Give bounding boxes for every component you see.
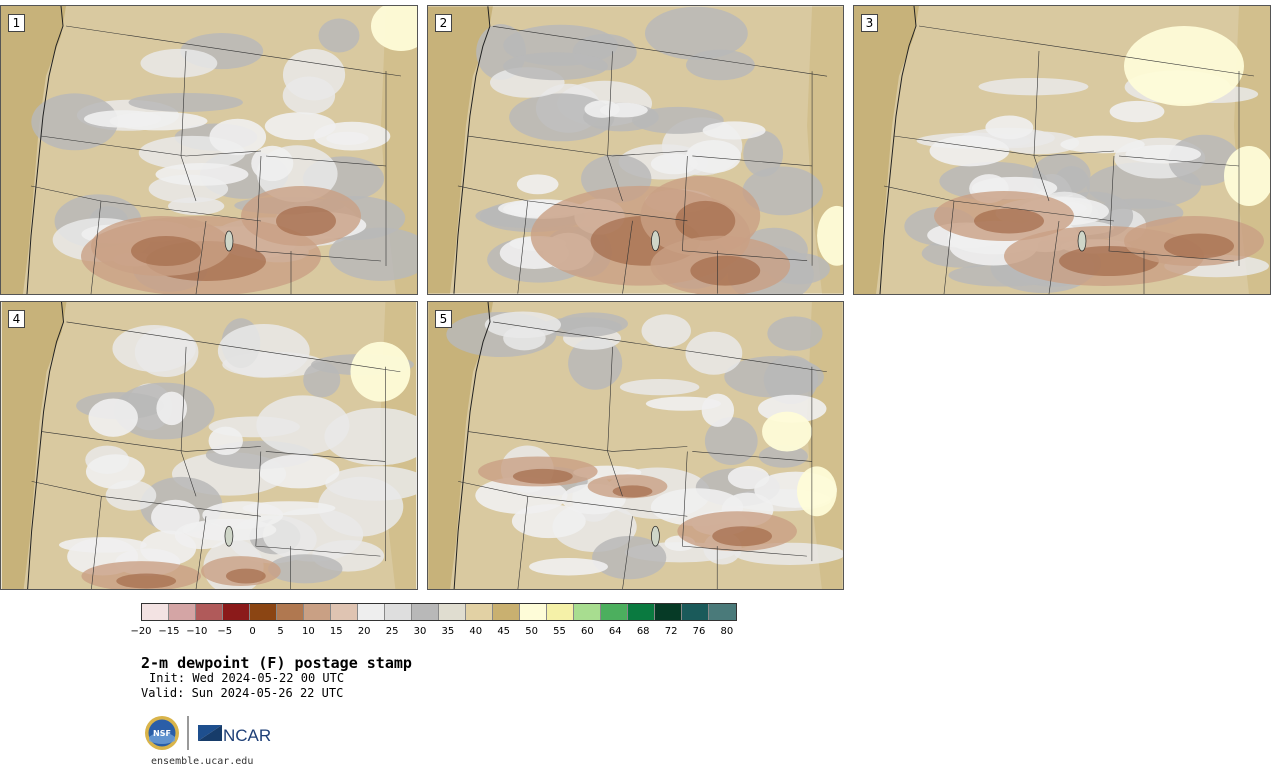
colorbar-swatch <box>142 604 169 620</box>
colorbar-tick-label: −15 <box>158 626 180 637</box>
colorbar-tick-label: 76 <box>692 626 706 637</box>
map-panel-3: 3 <box>853 5 1271 295</box>
init-time: Init: Wed 2024-05-22 00 UTC <box>149 671 345 685</box>
colorbar-ticks: −20 −15 −10 −5 0 5 10 15 20 25 30 35 40 45 50 55 60 64 68 7… <box>130 626 781 640</box>
colorbar-tick-label: 68 <box>636 626 650 637</box>
colorbar-tick-label: −20 <box>130 626 152 637</box>
map-panel-2: 2 <box>427 5 844 295</box>
map-2 <box>428 6 843 294</box>
sponsor-logos: NSF NCAR <box>144 713 274 753</box>
colorbar-swatch <box>223 604 250 620</box>
panel-label-2: 2 <box>435 14 452 32</box>
colorbar-tick-label: 35 <box>441 626 455 637</box>
panel-label-4: 4 <box>8 310 25 328</box>
ncar-logo: NCAR <box>198 725 271 745</box>
svg-text:NSF: NSF <box>153 729 171 738</box>
colorbar-tick-label: −10 <box>186 626 208 637</box>
colorbar-swatch <box>358 604 385 620</box>
colorbar-tick-label: 40 <box>469 626 483 637</box>
colorbar-tick-label: 60 <box>581 626 594 637</box>
colorbar-tick-label: 72 <box>664 626 678 637</box>
colorbar-tick-label: 0 <box>249 626 256 637</box>
colorbar-swatch <box>493 604 520 620</box>
colorbar-tick-label: 25 <box>385 626 399 637</box>
nsf-logo: NSF <box>145 716 179 750</box>
colorbar-swatch <box>709 604 736 620</box>
valid-time: Valid: Sun 2024-05-26 22 UTC <box>141 686 344 700</box>
map-4 <box>1 302 417 589</box>
colorbar-swatch <box>682 604 709 620</box>
colorbar-swatch <box>250 604 277 620</box>
map-5 <box>428 302 843 589</box>
map-1 <box>1 6 417 294</box>
colorbar-swatch <box>520 604 547 620</box>
colorbar-tick-label: 80 <box>720 626 734 637</box>
colorbar-tick-label: 20 <box>357 626 371 637</box>
colorbar-swatch <box>466 604 493 620</box>
colorbar-tick-label: −5 <box>217 626 233 637</box>
colorbar-tick-label: 45 <box>497 626 511 637</box>
colorbar-swatch <box>628 604 655 620</box>
map-panel-5: 5 <box>427 301 844 590</box>
colorbar-tick-label: 55 <box>553 626 566 637</box>
colorbar-tick-label: 30 <box>413 626 427 637</box>
colorbar-tick-label: 50 <box>525 626 538 637</box>
colorbar-swatch <box>196 604 223 620</box>
colorbar-swatch <box>304 604 331 620</box>
panel-label-3: 3 <box>861 14 878 32</box>
map-3 <box>854 6 1270 294</box>
colorbar-swatch <box>169 604 196 620</box>
colorbar-tick-label: 5 <box>277 626 284 637</box>
colorbar-tick-label: 15 <box>329 626 343 637</box>
svg-text:NCAR: NCAR <box>223 726 271 745</box>
website-url: ensemble.ucar.edu <box>151 756 254 767</box>
colorbar-swatch <box>277 604 304 620</box>
colorbar-swatch <box>601 604 628 620</box>
colorbar-swatch <box>655 604 682 620</box>
map-panel-1: 1 <box>0 5 418 295</box>
colorbar <box>141 603 737 621</box>
colorbar-tick-label: 10 <box>302 626 315 637</box>
map-panel-4: 4 <box>0 301 418 590</box>
colorbar-swatch <box>331 604 358 620</box>
colorbar-swatch <box>439 604 466 620</box>
panel-label-5: 5 <box>435 310 452 328</box>
colorbar-swatch <box>547 604 574 620</box>
colorbar-swatch <box>574 604 601 620</box>
colorbar-swatch <box>385 604 412 620</box>
panel-label-1: 1 <box>8 14 25 32</box>
colorbar-swatch <box>412 604 439 620</box>
chart-title: 2-m dewpoint (F) postage stamp <box>141 654 412 672</box>
colorbar-tick-label: 64 <box>608 626 622 637</box>
